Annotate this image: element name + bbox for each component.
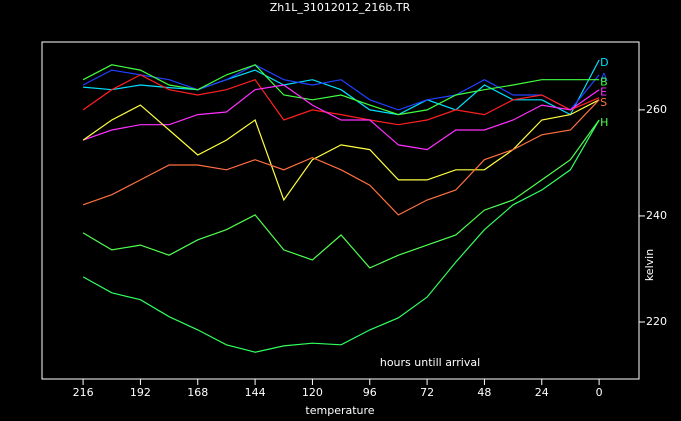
- series-line: [82, 84, 600, 151]
- series-label: E: [600, 86, 607, 99]
- x-tick-label: 72: [420, 386, 434, 399]
- y-tick-label: 260: [646, 103, 667, 116]
- x-tick-label: 120: [302, 386, 323, 399]
- series-label: D: [600, 56, 608, 69]
- x-axis-label: temperature: [305, 404, 374, 417]
- y-axis-label: kelvin: [643, 249, 656, 281]
- x-tick-label: 168: [187, 386, 208, 399]
- series-line: [82, 99, 600, 216]
- chart-title: Zh1L_31012012_216b.TR: [270, 1, 411, 14]
- x-tick-label: 144: [245, 386, 266, 399]
- series-line: [82, 119, 600, 269]
- y-tick-label: 220: [646, 315, 667, 328]
- series-label: A: [600, 71, 608, 84]
- series-line: [82, 64, 600, 111]
- annotation: hours untill arrival: [380, 356, 480, 369]
- series-label: H: [600, 116, 608, 129]
- y-tick-label: 240: [646, 209, 667, 222]
- series-line: [82, 74, 600, 126]
- series-line: [82, 64, 600, 116]
- series-label: S: [600, 96, 607, 109]
- x-tick-label: 192: [130, 386, 151, 399]
- series-label: B: [600, 76, 608, 89]
- plot-frame: [41, 41, 640, 380]
- x-tick-label: 24: [535, 386, 549, 399]
- series-line: [82, 119, 600, 353]
- x-tick-label: 216: [73, 386, 94, 399]
- x-tick-label: 48: [477, 386, 491, 399]
- x-tick-label: 0: [596, 386, 603, 399]
- x-tick-label: 96: [363, 386, 377, 399]
